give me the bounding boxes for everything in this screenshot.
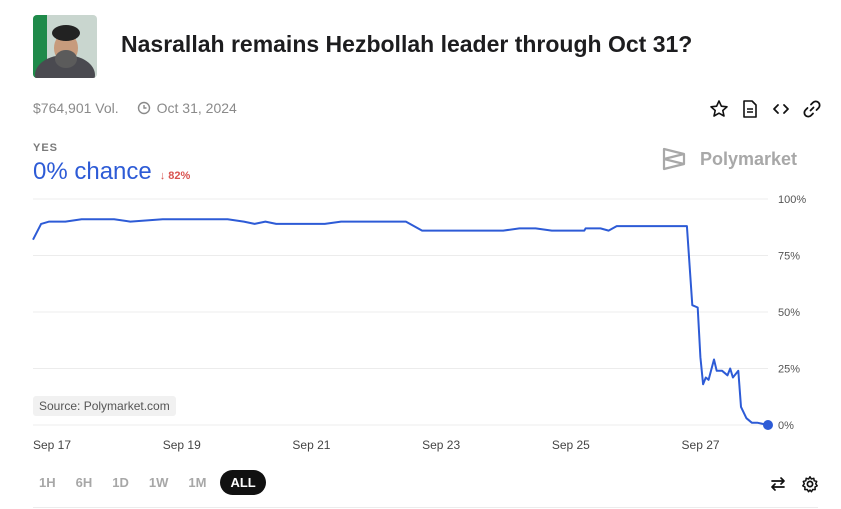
market-meta: $764,901 Vol. Oct 31, 2024 [33, 100, 237, 116]
range-1h[interactable]: 1H [39, 475, 56, 490]
market-avatar [33, 15, 97, 78]
x-tick-label: Sep 23 [422, 438, 460, 452]
price-chart: 100% 75% 50% 25% 0% Sep 17 Sep 19 Sep 21 Sep 23 S… [32, 194, 806, 452]
brand-name: Polymarket [700, 148, 798, 169]
bottom-divider [33, 507, 818, 508]
star-icon[interactable] [707, 98, 731, 120]
source-label: Source: Polymarket.com [33, 396, 176, 416]
range-1d[interactable]: 1D [112, 475, 129, 490]
range-1m[interactable]: 1M [188, 475, 207, 490]
x-tick-label: Sep 25 [552, 438, 590, 452]
last-point-marker [763, 420, 773, 430]
series-line [32, 218, 769, 426]
polymarket-logo: Polymarket [660, 145, 797, 173]
end-date-text: Oct 31, 2024 [156, 100, 237, 116]
polymarket-icon [662, 147, 686, 171]
y-tick-label: 25% [778, 364, 800, 376]
link-icon[interactable] [800, 98, 824, 120]
code-icon[interactable] [769, 98, 793, 120]
market-title: Nasrallah remains Hezbollah leader throu… [121, 31, 693, 57]
chance-value: 0% chance [33, 158, 152, 185]
chance-row: 0% chance ↓ 82% [33, 158, 190, 186]
x-tick-label: Sep 19 [163, 438, 201, 452]
market-actions [700, 98, 824, 120]
y-tick-label: 75% [778, 251, 800, 263]
gear-icon[interactable] [799, 474, 821, 494]
clock-icon [137, 101, 150, 115]
document-icon[interactable] [738, 98, 762, 120]
x-tick-label: Sep 21 [292, 438, 330, 452]
y-tick-label: 50% [778, 307, 800, 319]
chart-controls [757, 474, 821, 494]
time-range-selector: 1H 6H 1D 1W 1M ALL [33, 470, 274, 495]
chance-change: ↓ 82% [159, 170, 191, 182]
outcome-label: YES [33, 142, 59, 154]
range-6h[interactable]: 6H [75, 475, 93, 490]
y-tick-label: 0% [778, 420, 794, 432]
range-all[interactable]: ALL [220, 470, 266, 495]
volume: $764,901 Vol. [33, 100, 119, 116]
swap-icon[interactable] [767, 474, 789, 494]
y-tick-label: 100% [778, 194, 806, 206]
range-1w[interactable]: 1W [148, 475, 169, 490]
x-tick-label: Sep 27 [682, 438, 720, 452]
x-tick-label: Sep 17 [33, 438, 71, 452]
end-date: Oct 31, 2024 [137, 100, 237, 116]
